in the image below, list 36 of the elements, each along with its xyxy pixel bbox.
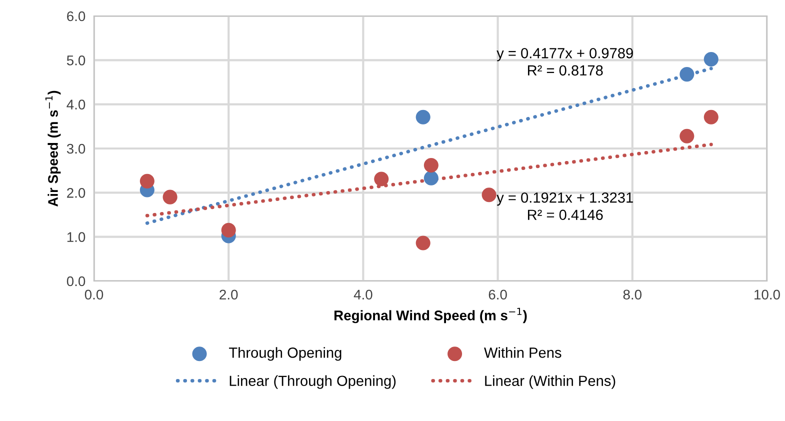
annotation: R² = 0.8178 (528, 65, 603, 76)
annotation: y = 0.1921x + 1.3231 (496, 192, 633, 206)
y-tick-label: 4.0 (66, 100, 86, 110)
legend-label: Linear (Within Pens) (485, 375, 616, 389)
point (374, 172, 389, 186)
legend-label: Linear (Through Opening) (230, 375, 396, 389)
x-tick-label: 4.0 (354, 290, 372, 300)
x-tick-label: 8.0 (623, 290, 642, 300)
y-axis-title: Air Speed (m s$^{−1}$) (45, 90, 61, 207)
annotation: y = 0.4177x + 0.9789 (496, 48, 633, 62)
point (680, 128, 694, 144)
point (162, 190, 178, 204)
y-tick-label: 2.0 (67, 188, 86, 198)
x-tick-label: 6.0 (488, 290, 507, 300)
x-tick-label: 2.0 (220, 290, 238, 300)
point (482, 188, 496, 202)
y-tick-label: 6.0 (67, 11, 86, 22)
point (424, 170, 438, 186)
x-axis-title: Regional Wind Speed (m s$^{−1}$) (334, 308, 527, 324)
point (680, 67, 694, 82)
y-tick-label: 1.0 (67, 232, 86, 242)
point (140, 174, 154, 188)
x-tick-label: 0.0 (84, 290, 104, 300)
legend-label: Through Opening (229, 347, 342, 361)
point (221, 222, 236, 238)
point (424, 158, 438, 173)
point (704, 110, 718, 124)
point (704, 52, 718, 67)
point (416, 110, 430, 124)
legend-label: Within Pens (484, 347, 562, 358)
annotation: R² = 0.4146 (528, 210, 603, 220)
y-tick-label: 0.0 (66, 276, 86, 286)
y-tick-label: 3.0 (66, 144, 86, 154)
y-tick-label: 5.0 (66, 56, 86, 66)
x-tick-label: 10.0 (754, 290, 780, 300)
point (416, 236, 430, 250)
